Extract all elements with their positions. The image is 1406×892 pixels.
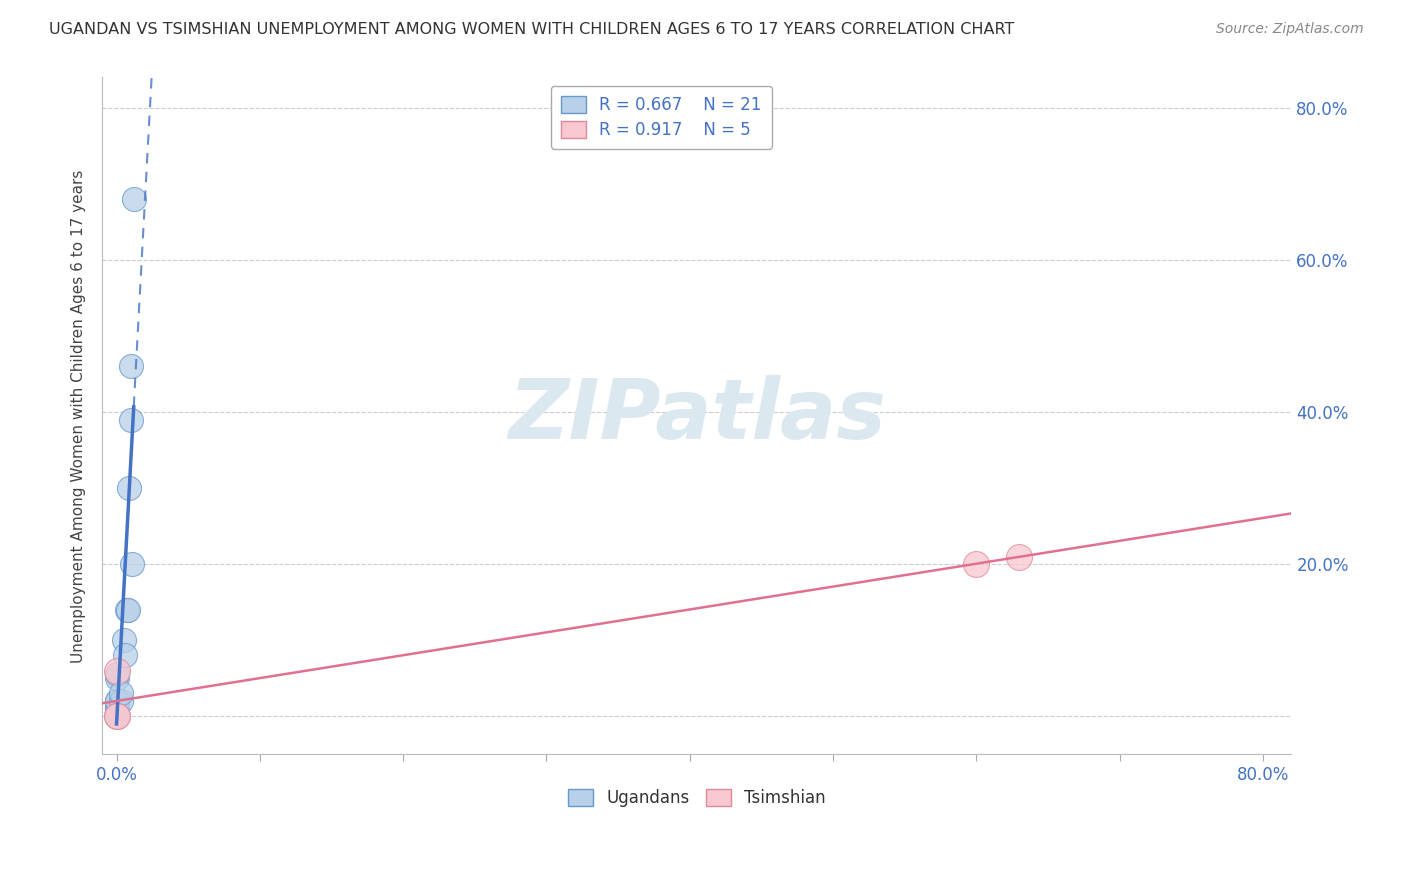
Legend: Ugandans, Tsimshian: Ugandans, Tsimshian	[561, 782, 832, 814]
Point	[1008, 549, 1031, 564]
Point	[105, 694, 128, 708]
Point	[105, 709, 128, 723]
Point	[118, 481, 141, 495]
Point	[122, 192, 145, 206]
Point	[112, 633, 135, 648]
Point	[105, 709, 128, 723]
Point	[110, 686, 132, 700]
Point	[965, 557, 987, 571]
Point	[117, 603, 139, 617]
Point	[105, 709, 128, 723]
Point	[105, 664, 128, 678]
Point	[105, 709, 128, 723]
Point	[105, 667, 128, 681]
Point	[105, 709, 128, 723]
Point	[114, 648, 136, 663]
Point	[115, 603, 138, 617]
Text: UGANDAN VS TSIMSHIAN UNEMPLOYMENT AMONG WOMEN WITH CHILDREN AGES 6 TO 17 YEARS C: UGANDAN VS TSIMSHIAN UNEMPLOYMENT AMONG …	[49, 22, 1015, 37]
Point	[120, 412, 142, 426]
Point	[105, 701, 128, 715]
Point	[120, 359, 142, 374]
Point	[105, 701, 128, 715]
Text: Source: ZipAtlas.com: Source: ZipAtlas.com	[1216, 22, 1364, 37]
Point	[110, 694, 132, 708]
Y-axis label: Unemployment Among Women with Children Ages 6 to 17 years: Unemployment Among Women with Children A…	[72, 169, 86, 663]
Point	[105, 671, 128, 685]
Point	[121, 557, 143, 571]
Point	[105, 709, 128, 723]
Point	[105, 694, 128, 708]
Text: ZIPatlas: ZIPatlas	[508, 376, 886, 457]
